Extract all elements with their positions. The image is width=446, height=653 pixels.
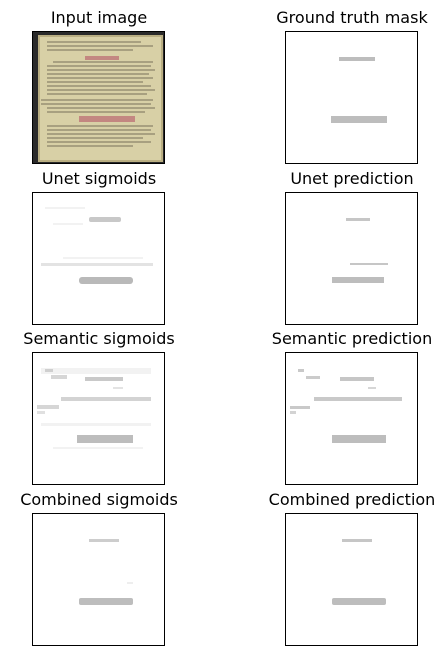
panel-title-semantic-prediction: Semantic prediction xyxy=(271,329,433,348)
panel-title-semantic-sigmoids: Semantic sigmoids xyxy=(23,329,175,348)
semantic-prediction-image xyxy=(290,369,402,443)
unet-prediction-image xyxy=(332,218,388,283)
panel-input-image xyxy=(32,31,165,164)
panel-title-ground-truth-mask: Ground truth mask xyxy=(276,8,428,27)
semantic-sigmoids-image xyxy=(37,368,151,449)
panel-title-unet-sigmoids: Unet sigmoids xyxy=(41,169,157,188)
ground-truth-mask-image xyxy=(331,57,387,123)
combined-sigmoids-image xyxy=(79,539,133,605)
panel-title-unet-prediction: Unet prediction xyxy=(290,169,414,188)
panel-combined-prediction xyxy=(285,513,418,646)
panel-ground-truth-mask xyxy=(285,31,418,164)
panel-title-combined-sigmoids: Combined sigmoids xyxy=(20,490,178,509)
panel-combined-sigmoids xyxy=(32,513,165,646)
panel-semantic-prediction xyxy=(285,352,418,485)
combined-prediction-image xyxy=(332,539,386,605)
panel-title-input-image: Input image xyxy=(50,8,148,27)
panel-title-combined-prediction: Combined prediction xyxy=(268,490,436,509)
panel-unet-sigmoids xyxy=(32,192,165,325)
panel-semantic-sigmoids xyxy=(32,352,165,485)
input-image-document-scan xyxy=(33,32,164,163)
unet-sigmoids-image xyxy=(41,207,153,284)
panel-unet-prediction xyxy=(285,192,418,325)
